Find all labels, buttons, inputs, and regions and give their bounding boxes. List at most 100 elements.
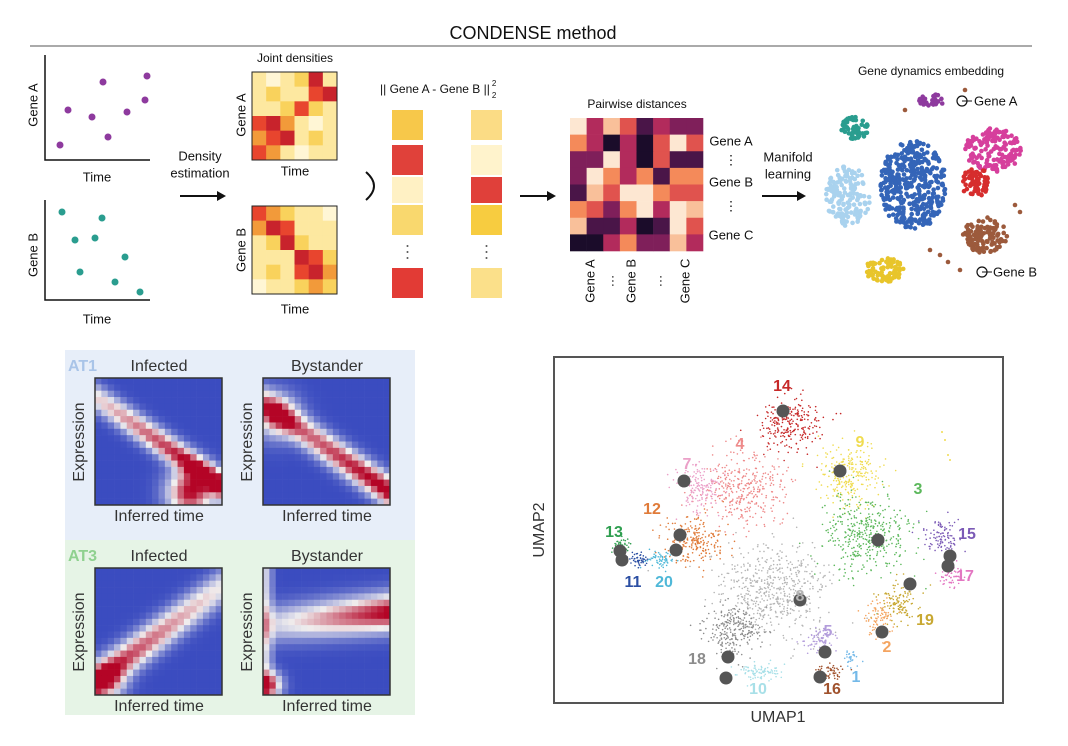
umap-cell [746,519,749,522]
ellipsis-dot [406,251,409,253]
embedding-dot [865,206,871,212]
umap-cell [714,499,717,502]
umap-cell [727,474,729,477]
heatmap-cell [190,656,197,664]
heatmap-cell [383,612,391,620]
heatmap-cell [107,479,115,487]
umap-cell [719,476,722,479]
heatmap-cell [294,378,302,385]
heatmap-cell [202,428,210,436]
heatmap-cell [301,688,308,696]
heatmap-cell [339,618,346,626]
heatmap-cell [190,631,197,639]
umap-cell [833,489,836,492]
umap-cell [850,480,852,483]
heatmap-cell [183,441,191,449]
heatmap-cell [196,618,204,626]
umap-cell [658,535,661,537]
heatmap-cell [107,378,115,385]
row-label: Gene B [709,174,753,189]
umap-cell [709,558,712,561]
umap-cell [957,575,959,578]
umap-cell [709,489,712,492]
heatmap-cell [202,378,210,385]
umap-cell [684,542,687,545]
umap-cell [798,415,801,417]
umap-cell [719,549,721,552]
heatmap-cell [120,631,128,639]
umap-cell [783,459,785,462]
heatmap-cell [202,466,210,474]
heatmap-cell [145,568,153,575]
umap-cell [786,431,788,434]
heatmap-cell [158,650,166,658]
embedding-dot [866,194,872,200]
umap-cell [842,507,845,509]
umap-cell [774,409,776,411]
heatmap-cell [152,688,159,696]
heatmap-cell [332,580,340,588]
heatmap-cell [282,435,289,442]
x-axis-label: Inferred time [282,698,372,715]
heatmap-cell [196,479,204,487]
heatmap-cell [377,688,384,696]
umap-cell [614,542,616,545]
umap-cell [686,499,689,501]
umap-cell [858,530,860,532]
umap-cell [864,508,867,510]
heatmap-cell [177,435,185,442]
embedding-dot [918,206,923,212]
heatmap-cell [339,568,346,575]
heatmap-cell [126,644,134,651]
embedding-dot [961,174,967,180]
heatmap-cell [126,466,134,474]
umap-cell [785,583,788,586]
embedding-dot [887,206,892,212]
heatmap-cell [215,599,223,607]
umap-cell [798,542,801,545]
umap-cell [839,500,842,502]
umap-cell [851,484,853,487]
heatmap-cell [320,428,327,436]
embedding-dot [925,143,931,149]
umap-cell [829,527,832,530]
heatmap-cell [377,599,384,607]
embedding-dot [940,167,946,173]
umap-cell [948,575,951,578]
umap-cell [852,471,855,473]
heatmap-cell [351,574,359,581]
heatmap-cell [196,454,204,461]
embedding-dot [849,114,855,120]
umap-cell [770,411,773,413]
heatmap-cell [139,612,147,620]
umap-cell [796,418,799,421]
heatmap-cell [263,650,270,658]
umap-cell [639,557,642,560]
heatmap-cell [301,466,308,474]
heatmap-cell [345,606,353,613]
umap-cell [706,509,708,511]
heatmap-cell [326,441,334,449]
heatmap-cell [294,397,302,404]
umap-cell [691,490,693,493]
heatmap-cell [364,644,372,651]
embedding-dot [880,276,886,281]
heatmap-cell [294,568,302,575]
umap-cell [800,414,803,417]
distance-cell [636,217,654,235]
umap-cell [892,535,895,538]
umap-cell [740,571,743,574]
umap-cell [754,605,757,607]
umap-cell [842,476,845,479]
umap-cell [870,532,872,534]
heatmap-cell [364,473,372,480]
umap-cell [832,479,835,482]
embedding-dot [964,224,969,230]
umap-cell [781,417,784,419]
umap-cell [939,522,941,524]
umap-cell [777,428,779,431]
heatmap-cell [307,397,315,404]
heatmap-cell [383,682,391,689]
heatmap-cell [282,409,289,417]
umap-cell [715,530,717,532]
